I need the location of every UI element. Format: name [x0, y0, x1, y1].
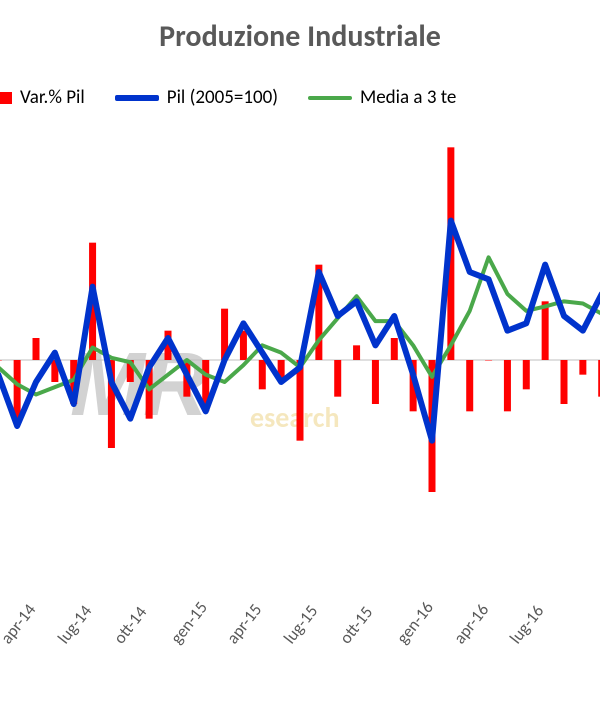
bar — [0, 360, 2, 361]
x-tick-label: lug-16 — [505, 601, 548, 648]
bar — [561, 360, 568, 404]
legend-item-var: Var.% Pil — [0, 86, 85, 109]
bar — [334, 360, 341, 397]
legend-label-ma3: Media a 3 te — [360, 86, 456, 109]
bar — [353, 345, 360, 360]
bar — [391, 338, 398, 360]
x-tick-label: ott-14 — [109, 602, 151, 648]
x-tick-label: gen-16 — [392, 597, 438, 648]
bar — [240, 331, 247, 360]
bar — [504, 360, 511, 411]
x-tick-label: apr-15 — [222, 600, 266, 648]
bar — [485, 360, 492, 361]
x-tick-label: apr-16 — [449, 600, 493, 648]
legend-label-pil: Pil (2005=100) — [167, 86, 278, 109]
x-tick-label: lug-14 — [53, 601, 96, 648]
legend-label-var: Var.% Pil — [20, 86, 85, 109]
x-tick-label: gen-15 — [166, 597, 212, 648]
bar — [523, 360, 530, 389]
bar — [579, 360, 586, 375]
chart-container: Produzione Industriale Var.% Pil Pil (20… — [0, 0, 600, 711]
chart-legend: Var.% Pil Pil (2005=100) Media a 3 te — [0, 86, 600, 109]
chart-plot — [0, 140, 600, 580]
bar — [372, 360, 379, 404]
bar — [14, 360, 21, 419]
bar — [542, 301, 549, 360]
legend-swatch-pil — [115, 95, 159, 101]
legend-item-pil: Pil (2005=100) — [115, 86, 278, 109]
bar — [33, 338, 40, 360]
chart-title: Produzione Industriale — [0, 18, 600, 55]
bar — [466, 360, 473, 411]
x-tick-label: ott-15 — [335, 602, 377, 648]
bar — [259, 360, 266, 389]
x-axis: gen-14apr-14lug-14ott-14gen-15apr-15lug-… — [0, 635, 600, 711]
legend-swatch-ma3 — [308, 96, 352, 100]
legend-swatch-var — [0, 92, 12, 104]
x-tick-label: lug-15 — [279, 601, 322, 648]
legend-item-ma3: Media a 3 te — [308, 86, 456, 109]
x-tick-label: apr-14 — [0, 600, 40, 648]
